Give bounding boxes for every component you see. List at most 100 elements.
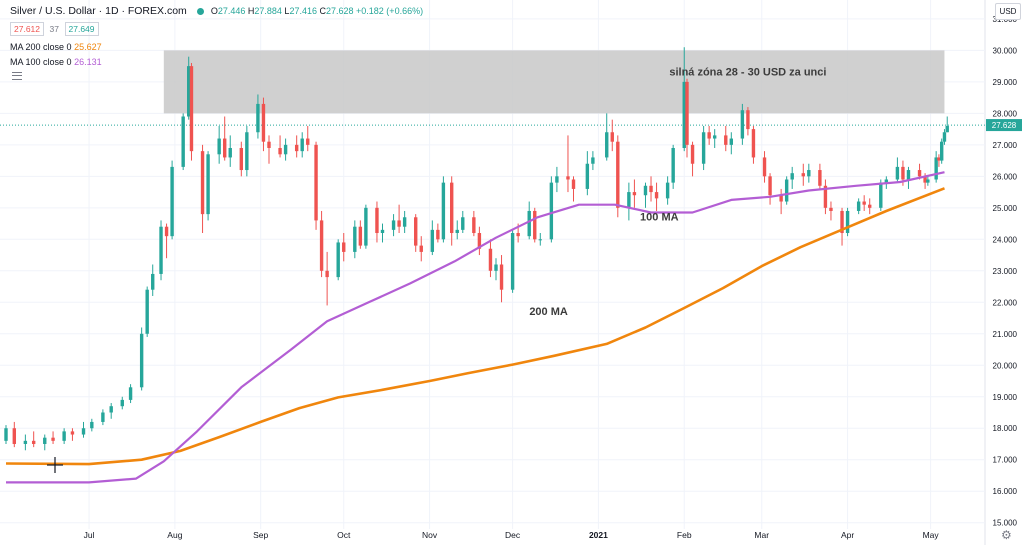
candle-body — [555, 176, 559, 183]
candle-body — [906, 170, 911, 180]
buy-price-button[interactable]: 27.649 — [64, 22, 99, 36]
candle-down — [499, 255, 504, 303]
candle-body — [724, 135, 728, 145]
candle-down — [533, 207, 537, 243]
open-label: O — [210, 6, 218, 16]
candle-body — [70, 431, 75, 435]
candle-down — [70, 428, 75, 441]
candle-body — [228, 147, 232, 158]
y-tick-label: 26.000 — [993, 172, 1018, 181]
ma200-value: 25.627 — [74, 42, 102, 52]
candle-up — [906, 166, 911, 189]
candle-up — [62, 428, 66, 444]
close-value: 27.628 — [325, 6, 354, 16]
candle-down — [823, 179, 828, 215]
sell-price-button[interactable]: 27.612 — [10, 22, 44, 36]
candle-down — [707, 125, 711, 145]
candle-up — [151, 264, 155, 296]
candle-body — [336, 242, 340, 278]
candle-body — [856, 201, 861, 211]
candle-body — [690, 144, 695, 164]
ma200-legend[interactable]: MA 200 close 0 25.627 — [10, 40, 102, 54]
candle-body — [533, 210, 537, 240]
crosshair-icon — [47, 457, 63, 473]
candle-down — [779, 188, 783, 215]
open-value: 27.446 — [217, 6, 246, 16]
candle-up — [939, 138, 944, 164]
candle-body — [145, 289, 149, 334]
symbol-row: Silver / U.S. Dollar · 1D · FOREX.com O2… — [10, 4, 423, 18]
symbol-title[interactable]: Silver / U.S. Dollar · 1D · FOREX.com — [10, 5, 187, 17]
candle-down — [450, 176, 454, 246]
gear-icon[interactable]: ⚙ — [1001, 528, 1012, 542]
candle-down — [768, 173, 772, 205]
candle-up — [283, 138, 288, 161]
candle-body — [436, 229, 440, 240]
candle-body — [151, 273, 155, 290]
eye-icon[interactable] — [12, 72, 22, 80]
candle-body — [549, 182, 554, 240]
candle-body — [120, 399, 124, 407]
low-label: L — [284, 6, 290, 16]
candle-body — [267, 141, 271, 148]
high-label: H — [247, 6, 255, 16]
candle-body — [829, 207, 833, 211]
ohlc-values: O27.446 H27.884 L27.416 C27.628 +0.182 (… — [211, 6, 423, 16]
candle-down — [762, 151, 767, 183]
candle-body — [12, 428, 17, 444]
candle-body — [671, 147, 675, 183]
candle-body — [200, 151, 205, 215]
candle-body — [414, 217, 418, 246]
candle-up — [217, 125, 221, 164]
time-axis[interactable]: Jul Aug Sep Oct Nov Dec 2021 Feb Mar Apr May — [84, 530, 940, 540]
candle-up — [101, 409, 105, 426]
candle-body — [845, 210, 850, 234]
candle-body — [391, 220, 396, 230]
price-axis[interactable]: 15.000 16.000 17.000 18.000 19.000 20.000 21.0… — [986, 15, 1022, 528]
x-tick-label: Dec — [505, 530, 521, 540]
candle-body — [278, 147, 282, 155]
ma100-line — [6, 171, 945, 484]
candle-body — [402, 217, 407, 227]
candle-up — [665, 176, 670, 205]
x-tick-label: Oct — [337, 530, 351, 540]
candle-body — [319, 220, 324, 271]
candle-up — [942, 129, 947, 145]
candle-down — [818, 163, 822, 189]
spread-value: 37 — [49, 24, 59, 34]
candle-up — [441, 176, 446, 243]
candle-up — [671, 144, 675, 189]
candle-body — [128, 387, 133, 400]
candle-down — [261, 97, 266, 152]
candle-body — [937, 157, 941, 161]
candle-body — [923, 176, 927, 183]
candle-body — [306, 138, 310, 145]
candle-body — [627, 192, 631, 208]
candle-body — [187, 66, 191, 117]
candle-down — [840, 207, 844, 246]
candle-down — [314, 141, 318, 230]
candle-up — [120, 396, 124, 410]
candle-up — [145, 286, 149, 337]
candle-body — [585, 163, 590, 189]
y-tick-label: 17.000 — [993, 456, 1018, 465]
candle-up — [353, 220, 357, 259]
currency-button[interactable]: USD — [995, 3, 1021, 20]
candle-up — [455, 220, 459, 240]
ma200-line — [5, 187, 945, 466]
candle-body — [807, 170, 811, 177]
candle-body — [801, 173, 805, 177]
candle-body — [818, 170, 822, 186]
candle-body — [538, 239, 542, 241]
candle-body — [649, 185, 653, 193]
current-price-tag — [986, 119, 1022, 132]
candle-down — [294, 135, 299, 158]
candle-up — [790, 166, 794, 189]
x-tick-label: Jul — [84, 530, 95, 540]
candle-body — [926, 179, 930, 183]
candle-up — [181, 113, 185, 171]
ma100-legend[interactable]: MA 100 close 0 26.131 — [10, 55, 102, 69]
candle-down — [419, 236, 423, 262]
candle-up — [43, 434, 47, 451]
